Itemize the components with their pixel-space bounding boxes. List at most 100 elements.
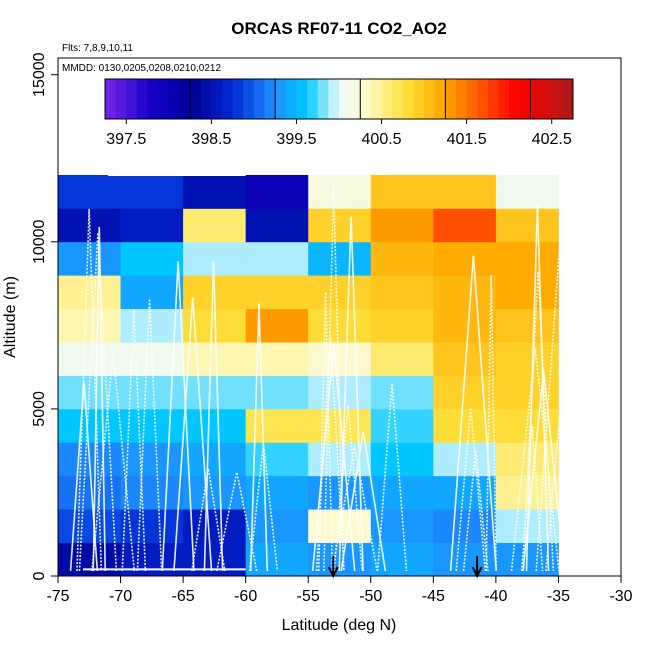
flight-track <box>92 226 107 572</box>
colorbar-cell <box>445 79 457 119</box>
heat-cell <box>120 509 184 543</box>
heat-cell <box>370 174 434 209</box>
flight-track <box>249 303 269 572</box>
heat-cell <box>245 174 309 209</box>
colorbar-cell <box>222 79 234 119</box>
heat-cell <box>370 475 434 510</box>
flight-track <box>173 297 213 572</box>
y-axis: 0 5000 10000 15000 <box>31 52 58 580</box>
colorbar-cell <box>498 79 510 119</box>
colorbar-cell <box>317 79 329 119</box>
heat-cell <box>370 275 434 310</box>
colorbar-cell <box>200 79 212 119</box>
heat-cell <box>433 308 497 343</box>
flight-track <box>121 310 147 572</box>
colorbar-cell <box>115 79 127 119</box>
flight-track <box>203 261 224 572</box>
x-tick-label: -30 <box>609 588 632 605</box>
x-tick-label: -65 <box>172 588 195 605</box>
colorbar-tick-label: 401.5 <box>447 131 487 148</box>
flight-track <box>190 468 226 572</box>
y-tick-label: 5000 <box>31 391 48 427</box>
heat-cell <box>308 442 372 477</box>
heat-cell <box>495 208 559 243</box>
heat-cell <box>58 308 121 343</box>
colorbar-cell <box>243 79 255 119</box>
colorbar-cell <box>232 79 244 119</box>
heat-cell <box>370 208 434 243</box>
heat-cell <box>245 342 309 376</box>
flight-track <box>376 383 408 572</box>
heat-cell <box>245 475 309 510</box>
x-tick-label: -75 <box>46 588 69 605</box>
heat-cell <box>183 342 247 376</box>
heat-cell <box>370 241 434 276</box>
heat-cell <box>120 308 184 343</box>
colorbar: 397.5 398.5 399.5 400.5 401.5 402.5 <box>104 78 574 148</box>
colorbar-cell <box>275 79 287 119</box>
heat-cell <box>370 542 434 577</box>
heat-cell <box>308 275 372 310</box>
flight-track <box>462 450 489 572</box>
colorbar-cell <box>530 79 542 119</box>
colorbar-cell <box>434 79 446 119</box>
flight-track <box>76 208 103 572</box>
heat-cell <box>495 308 559 343</box>
flight-track <box>535 242 585 572</box>
heat-cell <box>120 542 184 577</box>
colorbar-cell <box>509 79 521 119</box>
heat-cell <box>245 275 309 310</box>
heat-cell <box>245 241 309 276</box>
heat-cell <box>58 542 121 577</box>
flight-track <box>323 186 345 572</box>
x-tick-label: -50 <box>359 588 382 605</box>
heat-cell <box>183 375 247 410</box>
colorbar-cell <box>541 79 553 119</box>
heat-cell <box>120 475 184 510</box>
heat-cell <box>183 442 247 477</box>
heat-cell <box>370 308 434 343</box>
heat-cell <box>495 174 559 209</box>
plot-frame <box>57 57 622 577</box>
colorbar-cell <box>147 79 159 119</box>
colorbar-cell <box>307 79 319 119</box>
colorbar-cell <box>551 79 563 119</box>
colorbar-cell <box>179 79 191 119</box>
heat-cell <box>120 408 184 443</box>
heat-cell <box>308 208 372 243</box>
heat-cell <box>183 509 247 543</box>
heatmap-cells <box>58 174 559 577</box>
flight-track <box>78 232 118 572</box>
colorbar-tick-label: 397.5 <box>106 131 146 148</box>
colorbar-cell <box>285 79 297 119</box>
colorbar-frame <box>104 78 574 120</box>
heat-cell <box>120 275 184 310</box>
heat-cell <box>308 241 372 276</box>
heat-cell <box>308 308 372 343</box>
heat-cell <box>58 275 121 310</box>
heat-cell <box>58 408 121 443</box>
colorbar-cell <box>158 79 170 119</box>
colorbar-cell <box>413 79 425 119</box>
flight-track <box>545 345 587 572</box>
heat-cell <box>245 308 309 343</box>
heat-cell <box>433 509 497 543</box>
flight-track <box>161 261 195 572</box>
colorbar-cell <box>349 79 361 119</box>
heat-cell <box>120 442 184 477</box>
heat-cell <box>433 475 497 510</box>
x-axis-label: Latitude (deg N) <box>282 617 397 634</box>
x-tick-label: -55 <box>297 588 320 605</box>
heat-cell <box>433 241 497 276</box>
colorbar-cell <box>487 79 499 119</box>
x-axis: -75 -70 -65 -60 -55 -50 -45 -40 -35 -30 <box>46 576 633 605</box>
heat-cell <box>495 241 559 276</box>
flight-track <box>485 275 497 572</box>
x-tick-label: -35 <box>547 588 570 605</box>
colorbar-cell <box>477 79 489 119</box>
colorbar-cell <box>105 79 117 119</box>
colorbar-cell <box>190 79 202 119</box>
flight-track <box>522 369 566 572</box>
colorbar-tick-label: 398.5 <box>191 131 231 148</box>
